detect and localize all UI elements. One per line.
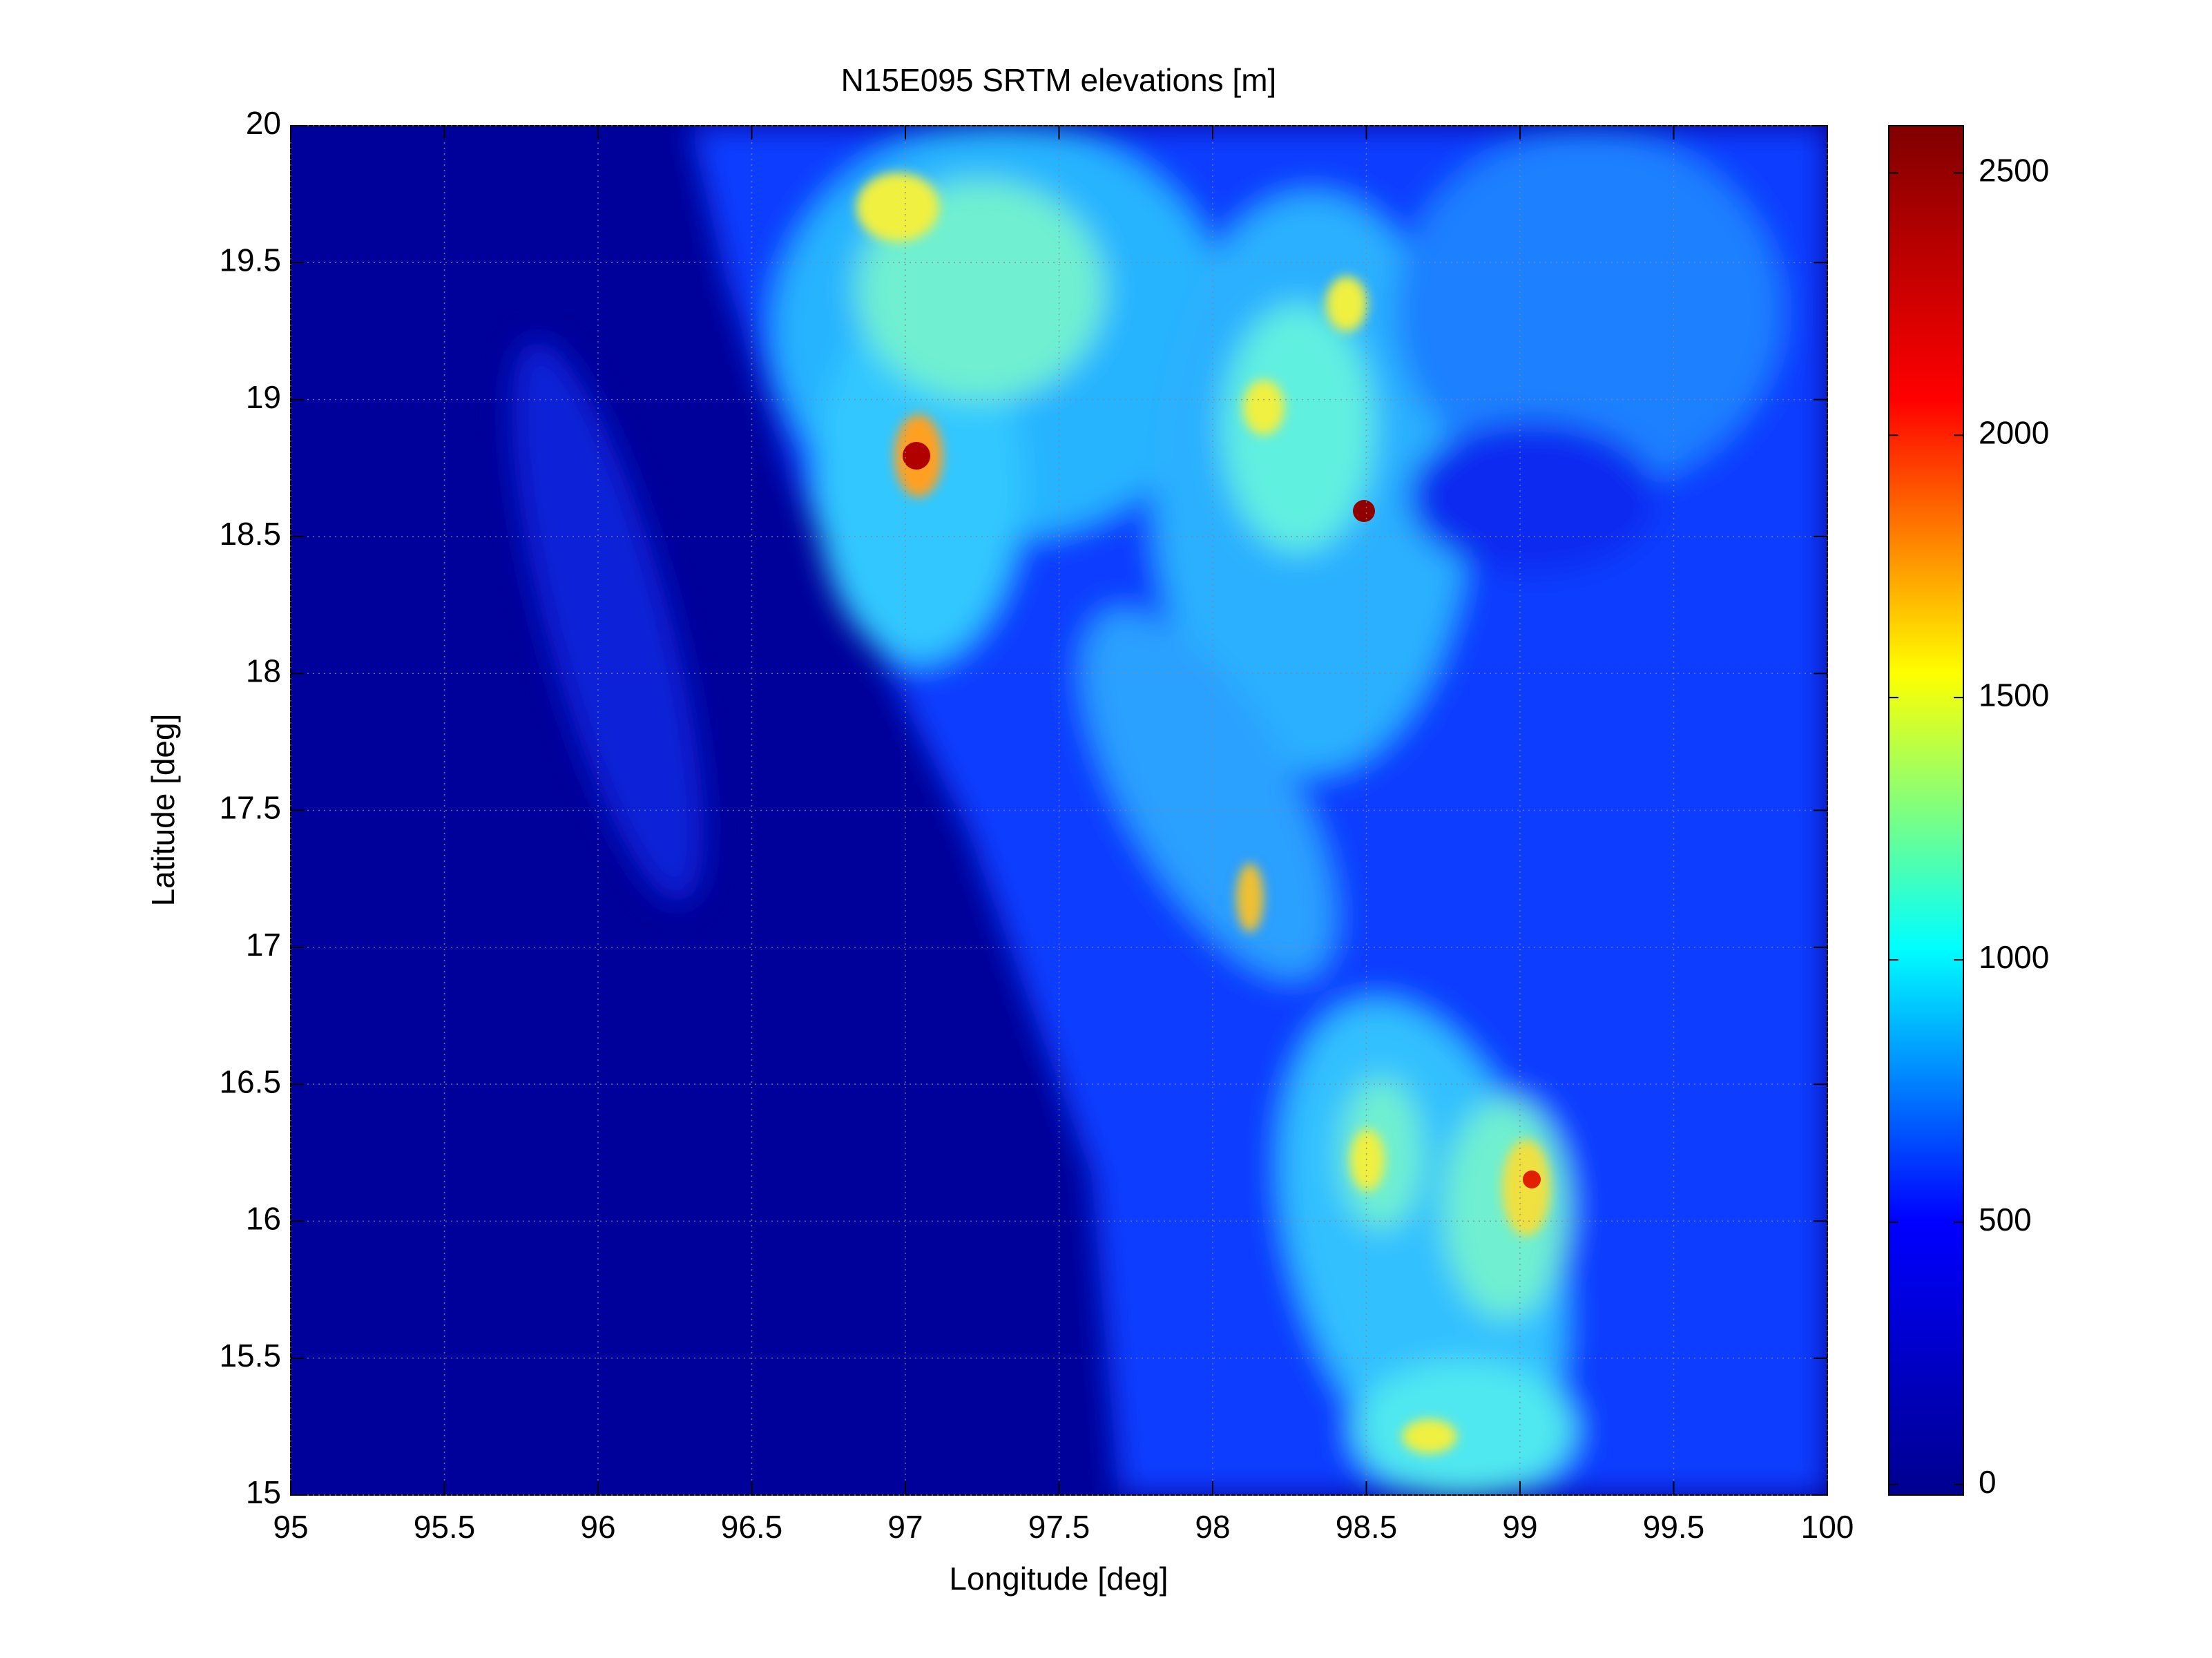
x-tick-label: 95 (273, 1509, 308, 1545)
x-tick-label: 99.5 (1643, 1509, 1705, 1545)
x-tick-label: 97 (887, 1509, 923, 1545)
colorbar-tick-label: 1000 (1979, 939, 2049, 975)
colorbar-tick-label: 2000 (1979, 414, 2049, 450)
x-tick-label: 98.5 (1336, 1509, 1398, 1545)
x-axis-label: Longitude [deg] (949, 1561, 1168, 1597)
x-tick-label: 95.5 (414, 1509, 476, 1545)
y-tick-label: 18 (246, 653, 281, 688)
colorbar (1888, 125, 1964, 1496)
y-tick-label: 16 (246, 1201, 281, 1237)
y-tick-label: 15 (246, 1474, 281, 1510)
y-tick-label: 18.5 (219, 516, 281, 552)
colorbar-tick-label: 2500 (1979, 153, 2049, 189)
x-tick-label: 96.5 (721, 1509, 783, 1545)
y-tick-label: 15.5 (219, 1338, 281, 1373)
x-tick-label: 100 (1801, 1509, 1854, 1545)
y-tick-label: 17.5 (219, 790, 281, 826)
x-tick-label: 96 (580, 1509, 615, 1545)
chart-title: N15E095 SRTM elevations [m] (841, 62, 1277, 98)
y-tick-label: 17 (246, 927, 281, 963)
y-tick-label: 20 (246, 105, 281, 141)
colorbar-tick-label: 0 (1979, 1464, 1997, 1500)
colorbar-tick-label: 1500 (1979, 677, 2049, 713)
x-tick-label: 98 (1195, 1509, 1230, 1545)
y-tick-label: 16.5 (219, 1063, 281, 1099)
colorbar-tick-label: 500 (1979, 1202, 2032, 1237)
x-tick-label: 97.5 (1028, 1509, 1090, 1545)
y-axis-label: Latitude [deg] (145, 714, 181, 907)
y-tick-label: 19.5 (219, 242, 281, 278)
x-tick-label: 99 (1502, 1509, 1537, 1545)
y-tick-label: 19 (246, 379, 281, 415)
